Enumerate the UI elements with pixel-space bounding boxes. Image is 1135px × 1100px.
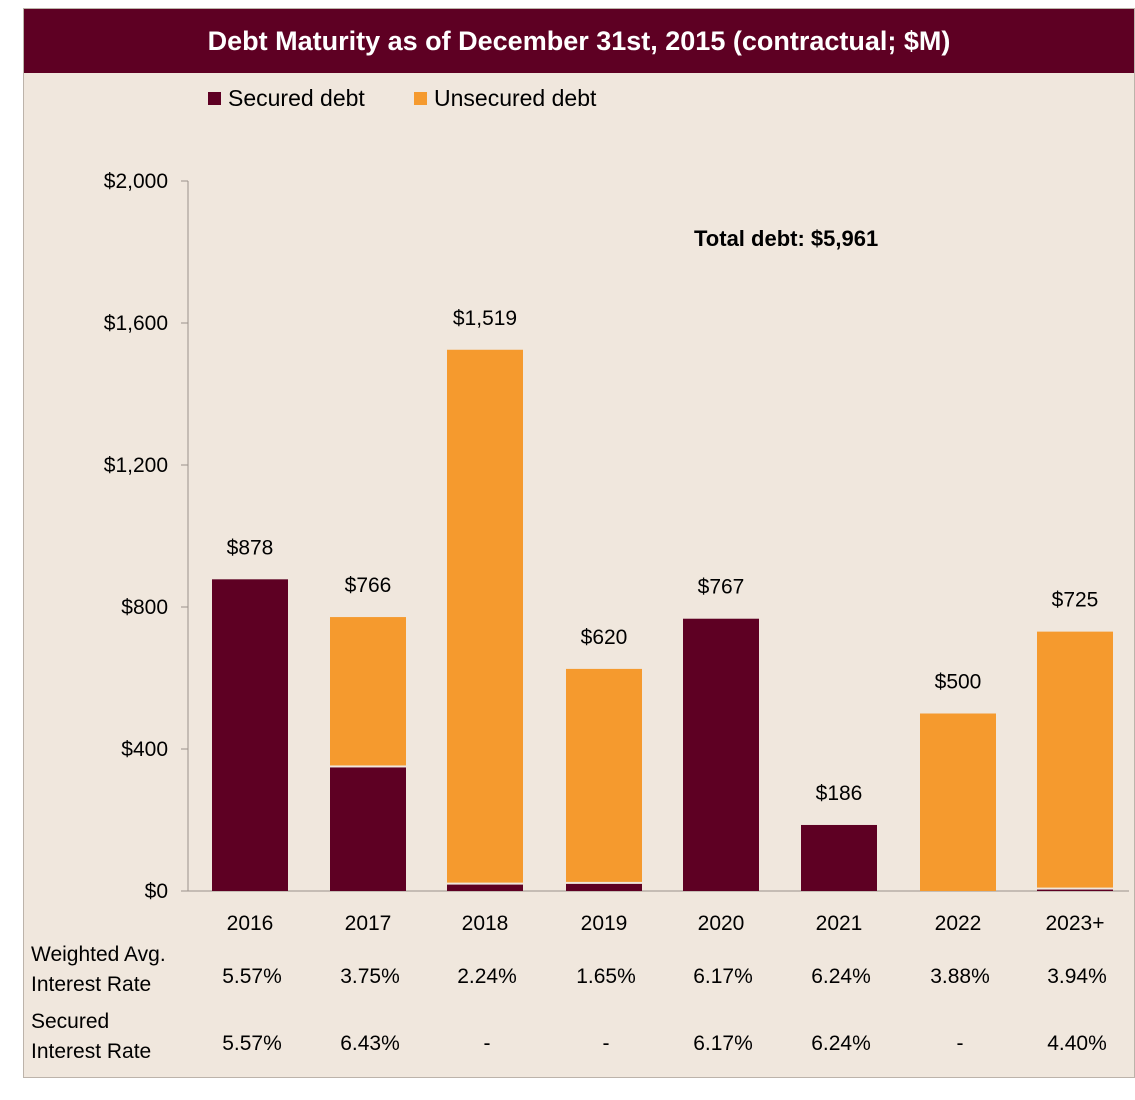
weighted-avg-rate-value: 3.94% [1047, 965, 1107, 988]
weighted-avg-rate-label: Weighted Avg. [31, 943, 166, 966]
data-label-2017: $766 [345, 574, 392, 597]
secured-rate-value: 6.24% [811, 1032, 871, 1055]
data-label-2018: $1,519 [453, 307, 517, 330]
data-label-2016: $878 [227, 536, 274, 559]
bar-secured-2017 [330, 767, 406, 891]
legend-label-secured: Secured debt [228, 85, 365, 111]
bar-secured-2023+ [1037, 889, 1113, 891]
chart-panel: Debt Maturity as of December 31st, 2015 … [23, 8, 1135, 1078]
x-tick-label: 2020 [698, 912, 745, 935]
secured-rate-label: Secured [31, 1010, 109, 1033]
bar-unsecured-2018 [447, 349, 523, 883]
data-label-2023+: $725 [1052, 589, 1099, 612]
x-tick-label: 2018 [462, 912, 509, 935]
bar-secured-2020 [683, 618, 759, 891]
bar-secured-2019 [566, 883, 642, 891]
data-label-2019: $620 [581, 626, 628, 649]
legend-label-unsecured: Unsecured debt [434, 85, 597, 111]
x-tick-label: 2019 [581, 912, 628, 935]
y-tick-label: $400 [121, 738, 168, 761]
secured-rate-value: - [484, 1032, 491, 1055]
secured-rate-value: 5.57% [222, 1032, 282, 1055]
secured-rate-value: - [603, 1032, 610, 1055]
weighted-avg-rate-value: 3.75% [340, 965, 400, 988]
y-tick-label: $0 [145, 880, 168, 903]
bar-unsecured-2022 [920, 713, 996, 891]
secured-rate-value: 4.40% [1047, 1032, 1107, 1055]
chart-title: Debt Maturity as of December 31st, 2015 … [24, 9, 1134, 73]
secured-rate-value: - [957, 1032, 964, 1055]
weighted-avg-rate-value: 3.88% [930, 965, 990, 988]
legend-swatch-unsecured [414, 92, 427, 105]
bar-unsecured-2019 [566, 668, 642, 882]
secured-rate-value: 6.17% [693, 1032, 753, 1055]
y-tick-label: $1,200 [104, 454, 168, 477]
data-label-2021: $186 [816, 782, 863, 805]
bar-unsecured-2023+ [1037, 631, 1113, 888]
legend-swatch-secured [208, 92, 221, 105]
secured-rate-value: 6.43% [340, 1032, 400, 1055]
weighted-avg-rate-value: 6.17% [693, 965, 753, 988]
data-label-2020: $767 [698, 576, 745, 599]
y-tick-label: $800 [121, 596, 168, 619]
weighted-avg-rate-value: 2.24% [457, 965, 517, 988]
bar-secured-2018 [447, 884, 523, 891]
weighted-avg-rate-value: 5.57% [222, 965, 282, 988]
secured-rate-label: Interest Rate [31, 1040, 151, 1063]
bar-unsecured-2017 [330, 617, 406, 766]
data-label-2022: $500 [935, 671, 982, 694]
y-tick-label: $1,600 [104, 312, 168, 335]
weighted-avg-rate-label: Interest Rate [31, 973, 151, 996]
x-tick-label: 2022 [935, 912, 982, 935]
y-tick-label: $2,000 [104, 170, 168, 193]
weighted-avg-rate-value: 6.24% [811, 965, 871, 988]
total-debt-annotation: Total debt: $5,961 [694, 226, 878, 251]
bar-secured-2021 [801, 824, 877, 891]
weighted-avg-rate-value: 1.65% [576, 965, 636, 988]
x-tick-label: 2016 [227, 912, 274, 935]
x-tick-label: 2023+ [1046, 912, 1105, 935]
x-tick-label: 2021 [816, 912, 863, 935]
bar-secured-2016 [212, 579, 288, 891]
chart-svg: Secured debt Unsecured debt $0 $400 $800 $1,2… [31, 85, 1129, 1063]
x-tick-label: 2017 [345, 912, 392, 935]
